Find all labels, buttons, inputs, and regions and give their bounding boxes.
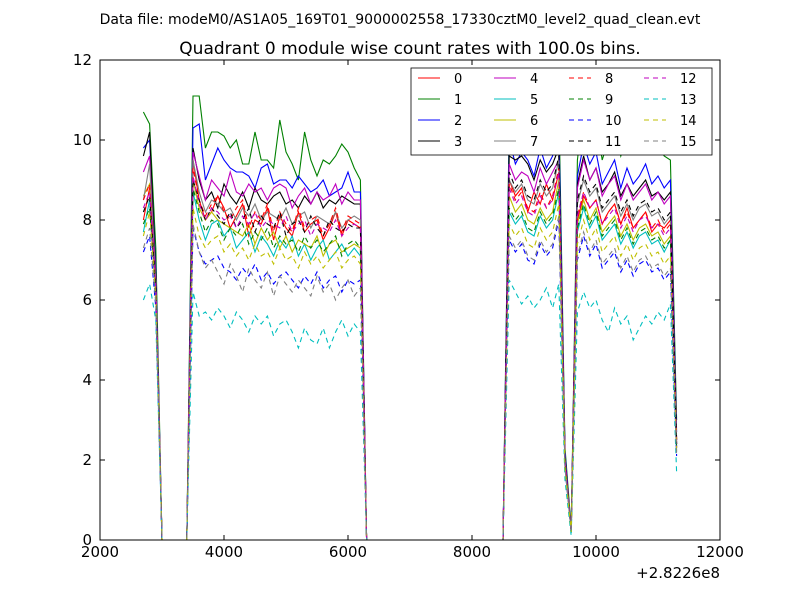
series-line-14: [142, 203, 678, 541]
legend-label-14: 14: [680, 114, 697, 129]
legend-label-8: 8: [605, 72, 613, 87]
legend-box: [410, 67, 713, 156]
legend-label-10: 10: [605, 114, 622, 129]
series-line-12: [142, 171, 678, 541]
legend-label-2: 2: [454, 114, 462, 129]
series-line-3: [142, 131, 678, 541]
x-tick-label: 6000: [329, 543, 367, 561]
x-tick-label: 10000: [572, 543, 620, 561]
x-tick-label: 8000: [453, 543, 491, 561]
plot-lines: [142, 95, 678, 541]
legend-label-4: 4: [530, 72, 538, 87]
legend-label-12: 12: [680, 72, 697, 87]
y-tick-label: 4: [82, 371, 92, 389]
legend-label-7: 7: [530, 135, 538, 150]
legend-label-3: 3: [454, 135, 462, 150]
series-line-1: [142, 95, 678, 541]
y-tick-label: 12: [73, 51, 92, 69]
y-tick-label: 6: [82, 291, 92, 309]
legend-label-11: 11: [605, 135, 622, 150]
y-tick-label: 8: [82, 211, 92, 229]
series-line-10: [142, 219, 678, 541]
y-tick-label: 0: [82, 531, 92, 549]
x-axis: 2000 4000 6000 8000 10000 12000: [81, 60, 744, 561]
series-line-13: [142, 279, 678, 541]
x-tick-label: 2000: [81, 543, 119, 561]
legend-label-13: 13: [680, 93, 697, 108]
series-line-15: [142, 215, 678, 541]
x-axis-offset-label: +2.8226e8: [636, 564, 720, 582]
legend-label-15: 15: [680, 135, 697, 150]
legend-label-5: 5: [530, 93, 538, 108]
legend-label-9: 9: [605, 93, 613, 108]
y-tick-label: 10: [73, 131, 92, 149]
x-tick-label: 12000: [696, 543, 744, 561]
x-tick-label: 4000: [205, 543, 243, 561]
y-tick-label: 2: [82, 451, 92, 469]
legend-label-1: 1: [454, 93, 462, 108]
series-line-11: [142, 155, 678, 541]
legend-label-6: 6: [530, 114, 538, 129]
figure-suptitle: Data file: modeM0/AS1A05_169T01_90000025…: [100, 12, 701, 28]
chart-title: Quadrant 0 module wise count rates with …: [179, 39, 640, 59]
legend-label-0: 0: [454, 72, 462, 87]
